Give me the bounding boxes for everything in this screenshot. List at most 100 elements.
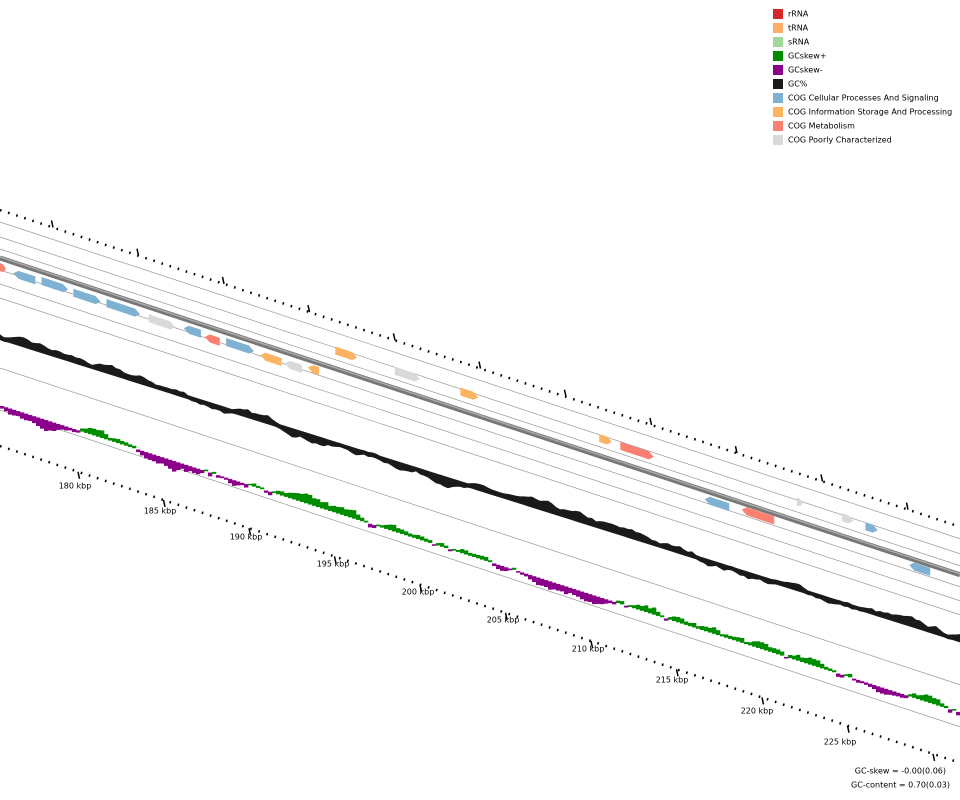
gc-skew-bar (588, 594, 593, 603)
gc-skew-bar (296, 493, 301, 501)
gc-skew-bar (224, 477, 229, 480)
gc-skew-bar (28, 414, 33, 422)
gc-skew-bar (260, 487, 265, 490)
gc-skew-bar (324, 502, 329, 510)
gc-skew-bar (916, 695, 921, 700)
gc-skew-bar (288, 492, 293, 499)
gc-skew-bar (176, 462, 181, 471)
gc-skew-bar (716, 630, 721, 636)
gc-skew-bar (820, 663, 825, 669)
gc-skew-bar (856, 679, 861, 683)
gc-skew-bar (244, 484, 249, 488)
gc-skew-bar (36, 417, 41, 426)
gc-skew-bar (196, 468, 201, 475)
gc-skew-bar (16, 411, 21, 416)
gc-skew-bar (560, 585, 565, 592)
gc-skew-bar (752, 641, 757, 647)
gene (204, 334, 220, 346)
scale-label: 195 kbp (317, 560, 350, 569)
legend-label: GCskew+ (788, 52, 826, 61)
gc-skew-bar (744, 641, 749, 645)
gc-skew-bar (796, 654, 801, 661)
gc-skew-bar (232, 480, 237, 486)
gc-skew-bar (912, 693, 917, 698)
scale-label: 185 kbp (144, 507, 177, 516)
gc-skew-bar (248, 483, 253, 486)
gc-skew-bar (372, 525, 377, 529)
gc-skew-bar (844, 674, 849, 677)
scale-label: 205 kbp (487, 616, 520, 625)
gc-skew-bar (64, 426, 69, 431)
legend-swatch (773, 107, 783, 117)
gc-skew-bar (364, 520, 369, 523)
gc-skew-bar (208, 472, 213, 477)
gc-skew-bar (136, 449, 141, 453)
gc-skew-bar (172, 461, 177, 472)
gc-skew-bar (24, 413, 29, 421)
gc-skew-bar (860, 681, 865, 684)
gc-skew-bar (104, 434, 109, 440)
gc-skew-bar (636, 604, 641, 610)
gc-skew-bar (380, 525, 385, 528)
gc-skew-bar (800, 657, 805, 662)
gc-skew-bar (220, 476, 225, 479)
gene (394, 366, 420, 382)
gc-skew-bar (512, 567, 517, 570)
gc-skew-bar (164, 458, 169, 466)
gc-skew-bar (308, 494, 313, 505)
gc-skew-bar (268, 491, 273, 496)
gc-skew-bar (404, 531, 409, 536)
gc-skew-bar (8, 408, 13, 415)
backbone-highlight (0, 256, 960, 575)
gc-skew-bar (660, 615, 665, 618)
gc-skew-bar (772, 648, 777, 654)
gc-skew-bar (340, 507, 345, 515)
gc-skew-bar (900, 694, 905, 698)
gc-skew-bar (0, 406, 5, 409)
legend-swatch (773, 37, 783, 47)
gc-skew-bar (516, 571, 521, 573)
gc-skew-bar (760, 642, 765, 650)
gc-skew-bar (212, 471, 217, 474)
gc-skew-bar (892, 691, 897, 696)
gc-skew-bar (804, 658, 809, 664)
scale-labels: 180 kbp 185 kbp 190 kbp 195 kbp 200 kbp 205 k… (59, 482, 857, 747)
gc-skew-bar (312, 498, 317, 506)
major-tick (478, 361, 482, 369)
gc-skew-bar (140, 450, 145, 456)
gc-skew-bar (584, 592, 589, 602)
gc-skew-bar (376, 524, 381, 527)
gc-content-summary: GC-content = 0.70(0.03) (851, 781, 950, 790)
gc-skew-bar (736, 637, 741, 642)
gc-skew-bar (604, 599, 609, 604)
gc-skew-bar (932, 698, 937, 705)
gc-skew-bar (864, 682, 869, 685)
gc-skew-bar (148, 453, 153, 460)
gc-skew-bar (872, 685, 877, 690)
gene (796, 497, 803, 507)
gc-skew-bar (456, 549, 461, 552)
gene (13, 270, 36, 285)
gc-skew-bar (764, 643, 769, 651)
gc-skew-bar (428, 540, 433, 543)
backbone (0, 255, 960, 578)
gc-skew-bar (940, 703, 945, 707)
gc-skew-bar (156, 455, 161, 464)
gc-skew-bar (712, 627, 717, 634)
major-tick (932, 753, 936, 762)
gc-skew-bar (388, 524, 393, 531)
gc-skew-bar (748, 642, 753, 646)
guide-line (0, 248, 960, 567)
gc-skew-bar (720, 634, 725, 637)
gc-skew-bar (452, 548, 457, 551)
gc-skew-bar (568, 587, 573, 593)
major-tick (504, 612, 508, 620)
gc-skew-bar (788, 654, 793, 659)
gc-skew-bar (112, 438, 117, 442)
gc-skew-bar (292, 492, 297, 500)
gc-skew-bar (544, 580, 549, 587)
scale-label: 220 kbp (741, 707, 774, 716)
gc-skew-bar (924, 694, 929, 702)
guide-line (0, 221, 960, 540)
gc-skew-bar (592, 595, 597, 605)
